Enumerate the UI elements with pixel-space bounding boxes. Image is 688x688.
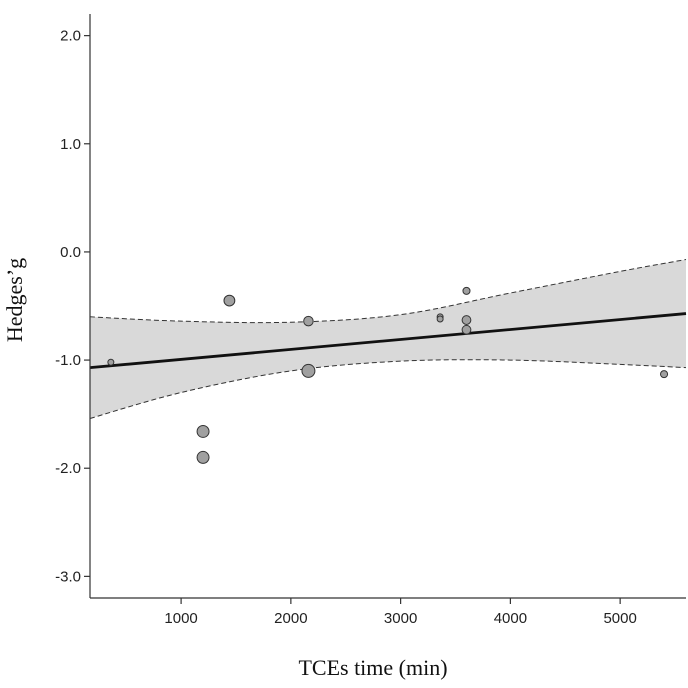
axes-group: 2.0 1.0 0.0 -1.0 -2.0 -3.0 1000 2000 3000 4000 500… xyxy=(55,14,686,627)
y-tick-label: -1.0 xyxy=(55,352,81,369)
y-tick-label: 0.0 xyxy=(60,244,81,261)
data-point xyxy=(461,315,472,325)
data-points-group xyxy=(107,286,669,464)
x-tick-label: 2000 xyxy=(274,610,307,627)
x-tick-label: 5000 xyxy=(603,610,636,627)
y-tick-label: 2.0 xyxy=(60,28,81,45)
data-point xyxy=(196,450,210,464)
x-tick-label: 3000 xyxy=(384,610,417,627)
regression-line-group xyxy=(89,312,687,370)
data-point xyxy=(660,370,669,379)
data-point xyxy=(462,286,471,295)
x-tick-label: 1000 xyxy=(164,610,197,627)
data-point xyxy=(223,294,236,307)
data-point xyxy=(303,315,314,327)
lower-ci-curve xyxy=(89,359,687,419)
data-point xyxy=(107,358,115,366)
y-axis-title: Hedges’g xyxy=(2,258,27,342)
confidence-band-fill xyxy=(90,259,686,419)
upper-ci-curve xyxy=(89,259,687,324)
y-tick-label: -3.0 xyxy=(55,568,81,585)
x-tick-label: 4000 xyxy=(494,610,527,627)
data-point xyxy=(461,324,472,335)
data-point xyxy=(301,363,316,378)
data-point xyxy=(436,315,444,323)
x-axis-title: TCEs time (min) xyxy=(298,655,447,680)
y-tick-label: 1.0 xyxy=(60,136,81,153)
regression-line xyxy=(89,312,687,370)
y-tick-label: -2.0 xyxy=(55,460,81,477)
confidence-band-group xyxy=(89,259,687,419)
data-point xyxy=(196,424,210,438)
